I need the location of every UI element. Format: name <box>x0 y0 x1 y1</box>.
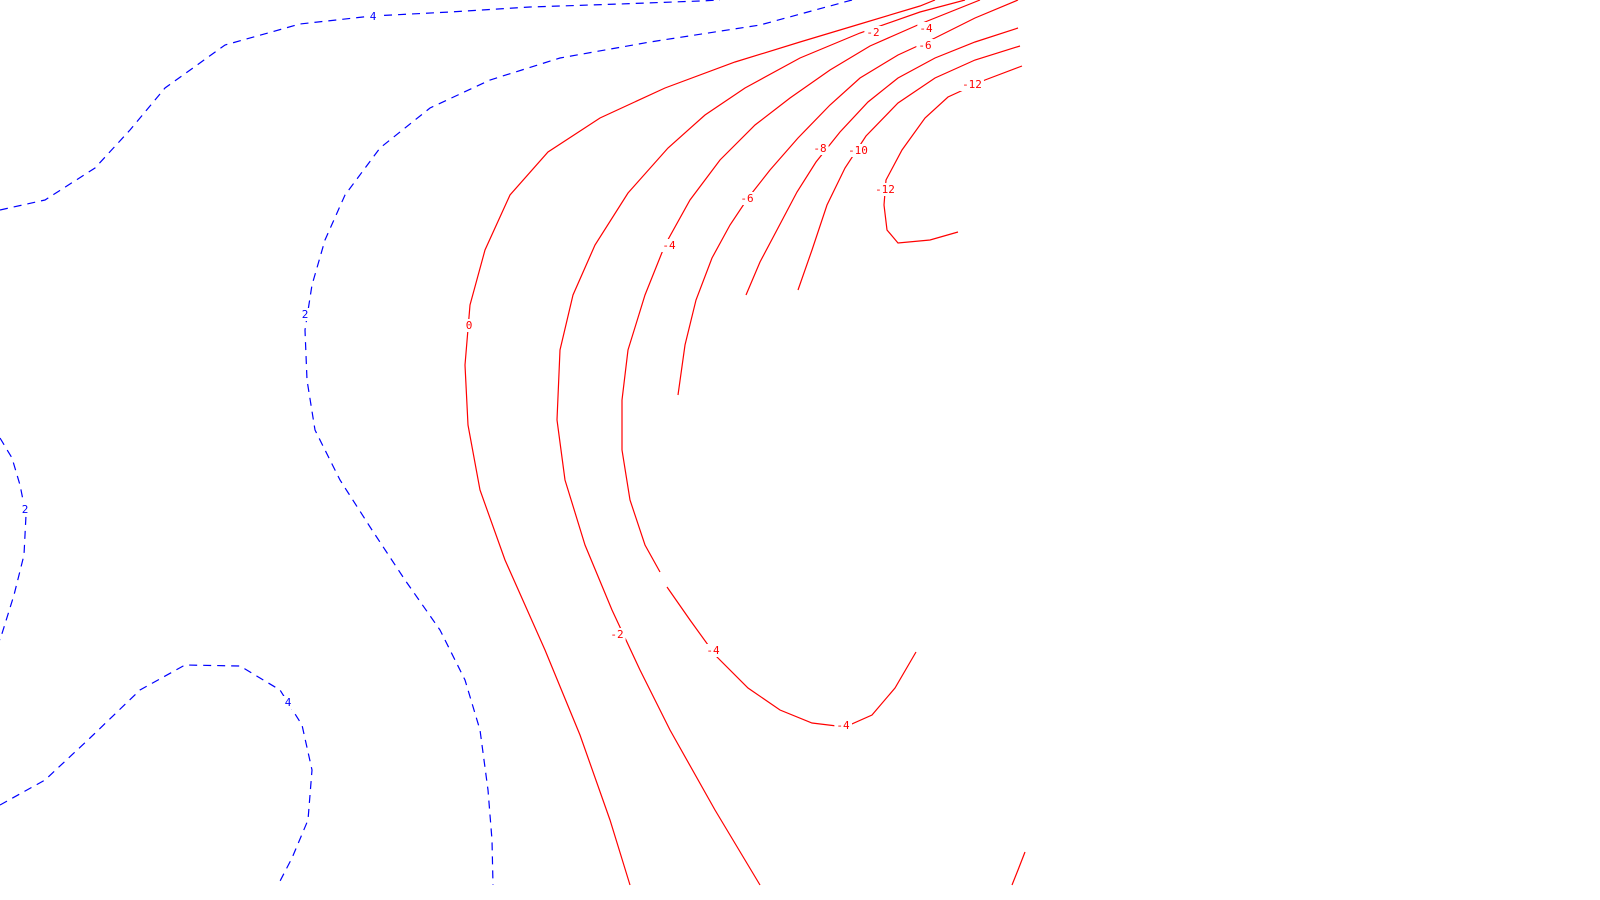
contour-label-group: 2 <box>19 503 31 516</box>
contour-label-background <box>834 719 852 732</box>
contour-label: -4 <box>706 644 720 657</box>
contour-label-background <box>463 319 475 332</box>
contour-line-n10 <box>797 45 1021 291</box>
contour-label-group: -4 <box>660 239 678 252</box>
contour-label-background <box>917 22 935 35</box>
contour-label: 4 <box>285 696 292 709</box>
contour-label-background <box>704 644 722 657</box>
contour-label-group: 0 <box>463 319 475 332</box>
contour-lines <box>0 0 1026 886</box>
contour-label: 2 <box>22 503 29 516</box>
contour-label-background <box>811 142 829 155</box>
contour-label: -2 <box>610 628 623 641</box>
contour-label-background <box>864 26 882 39</box>
contour-label-group: -6 <box>916 39 934 52</box>
contour-line-n12-corner <box>1011 851 1026 886</box>
contour-label-group: -6 <box>738 192 756 205</box>
contour-label-group: -12 <box>960 78 984 91</box>
contour-labels: 4 2 2 4 0 -2 -2 -4 -4 -4 -4 -6 -6 -8 -10 -12 -12 <box>19 10 984 732</box>
contour-label-group: 2 <box>299 308 311 321</box>
contour-label: -12 <box>962 78 982 91</box>
contour-label-background <box>738 192 756 205</box>
contour-label-group: -4 <box>834 719 852 732</box>
contour-label-background <box>367 10 379 23</box>
contour-label-background <box>846 144 870 157</box>
contour-label-background <box>916 39 934 52</box>
contour-line-2-left <box>0 437 27 641</box>
contour-label: -4 <box>662 239 676 252</box>
contour-line-n4-outer <box>621 0 981 573</box>
contour-line-4-top <box>304 0 853 886</box>
contour-label: 2 <box>302 308 309 321</box>
contour-label-background <box>19 503 31 516</box>
contour-label-group: -2 <box>608 628 626 641</box>
contour-label-group: -4 <box>704 644 722 657</box>
contour-label-group: -2 <box>864 26 882 39</box>
contour-label: -6 <box>740 192 753 205</box>
contour-label: -2 <box>866 26 879 39</box>
contour-label-group: -4 <box>917 22 935 35</box>
contour-line-4-outer <box>0 0 721 211</box>
contour-label: -10 <box>848 144 868 157</box>
contour-label-background <box>608 628 626 641</box>
contour-label-group: 4 <box>282 696 294 709</box>
contour-label-group: -10 <box>846 144 870 157</box>
contour-line-n8 <box>745 27 1019 296</box>
contour-label: -8 <box>813 142 826 155</box>
contour-label-group: -8 <box>811 142 829 155</box>
contour-label-background <box>873 183 897 196</box>
contour-label: -12 <box>875 183 895 196</box>
contour-label-background <box>660 239 678 252</box>
contour-line-n12 <box>883 65 1023 244</box>
contour-label: 0 <box>466 319 473 332</box>
contour-line-n2-outer <box>556 0 966 886</box>
contour-line-4-bottom <box>0 664 313 886</box>
contour-label-background <box>960 78 984 91</box>
contour-label: -4 <box>836 719 850 732</box>
contour-label-background <box>282 696 294 709</box>
contour-label-background <box>299 308 311 321</box>
contour-label: -6 <box>918 39 931 52</box>
contour-label-group: 4 <box>367 10 379 23</box>
contour-line-n4-lower <box>666 586 917 728</box>
contour-label-group: -12 <box>873 183 897 196</box>
contour-line-0 <box>464 0 936 886</box>
contour-label: 4 <box>370 10 377 23</box>
contour-label: -4 <box>919 22 933 35</box>
